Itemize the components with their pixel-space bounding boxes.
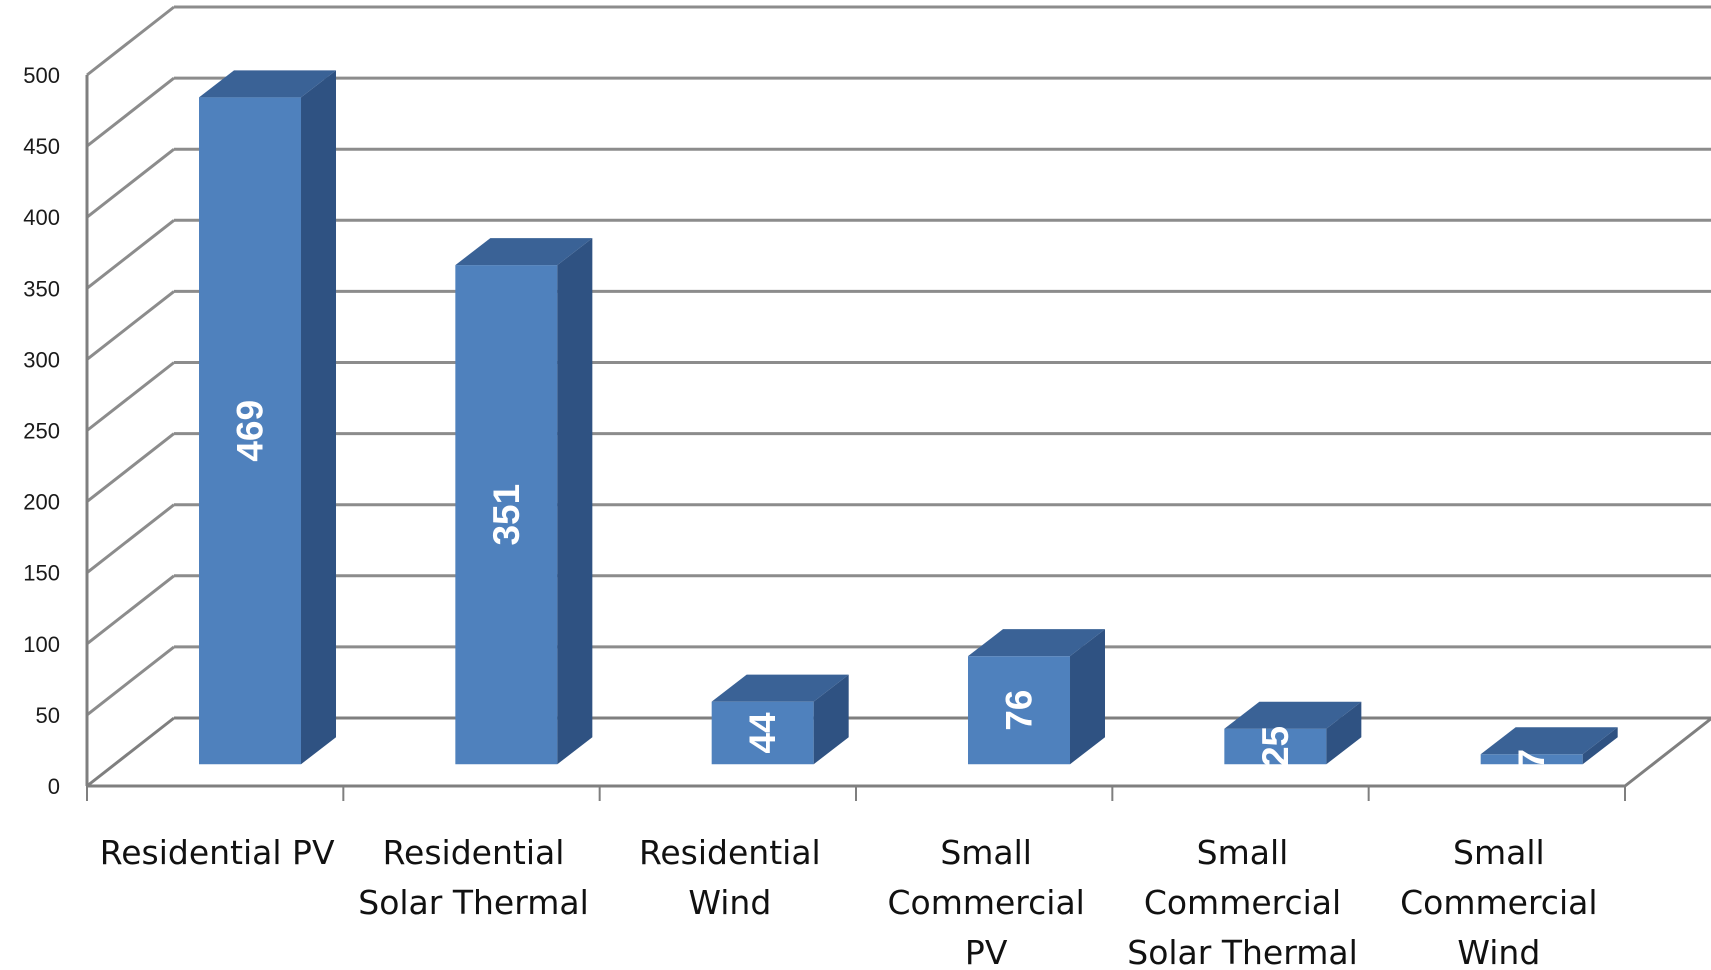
y-tick-label: 200 [23,490,60,515]
side-wall-gridline [86,503,175,574]
x-category-label: Small Commercial Solar Thermal [1127,833,1357,970]
x-category-label: Residential PV [100,833,335,872]
y-tick-label: 350 [23,276,60,301]
side-wall-gridline [86,5,175,77]
side-wall-gridline [86,219,175,290]
side-wall-gridline [86,76,175,148]
y-tick-label: 300 [23,347,60,372]
bar-side-1 [557,238,593,765]
x-category-label-line: Commercial [1144,883,1341,922]
bar-top-1 [455,238,593,266]
data-label: 469 [230,400,271,462]
y-tick-label: 500 [23,63,60,88]
bar-front-4 [1224,728,1327,765]
y-tick-label: 400 [23,205,60,230]
x-category-label-line: Solar Thermal [358,883,588,922]
bar-top-2 [711,674,849,702]
y-tick-label: 150 [23,561,60,586]
x-category-label: Residential Wind [639,833,821,922]
y-tick-label: 50 [36,703,60,728]
y-tick-label: 250 [23,419,60,444]
bar-front-0 [199,97,302,765]
floor-right-edge [1624,716,1711,788]
side-wall-gridline [86,716,175,788]
side-wall-gridline [86,432,175,503]
x-category-label-line: Residential [639,833,821,872]
side-wall-gridline [86,361,175,432]
bar-top-4 [1224,701,1362,729]
x-category-label-line: Small [1197,833,1289,872]
bar-front-2 [711,701,814,765]
bar-top-0 [199,70,337,98]
bar-side-2 [813,674,849,765]
x-category-label-line: Wind [688,883,771,922]
side-wall-gridline [86,574,175,645]
x-category-label-line: Commercial [1400,883,1597,922]
bar-side-4 [1326,701,1362,765]
x-category-label-line: Wind [1457,933,1540,970]
x-category-label: Small Commercial PV [887,833,1084,970]
x-category-label: Residential Solar Thermal [358,833,588,922]
bar-front-5 [1480,754,1583,765]
y-tick-label: 450 [23,134,60,159]
data-label: 76 [999,690,1040,731]
data-label: 7 [1511,749,1552,770]
bar-top-5 [1480,727,1618,755]
data-label: 25 [1255,726,1296,767]
bar-front-3 [968,656,1071,765]
bar-front-1 [455,265,558,765]
x-category-label-line: Residential PV [100,833,335,872]
y-tick-label: 100 [23,632,60,657]
x-category-label-line: Small [1453,833,1545,872]
bar-side-0 [301,70,337,765]
bar-top-3 [968,629,1106,657]
side-wall-gridline [86,290,175,361]
x-category-label-line: Residential [383,833,565,872]
y-tick-label: 0 [48,774,60,799]
x-category-label-line: Solar Thermal [1127,933,1357,970]
x-category-label-line: PV [965,933,1008,970]
side-wall-gridline [86,645,175,717]
side-wall-gridline [86,148,175,219]
x-category-label: Small Commercial Wind [1400,833,1597,970]
data-label: 351 [486,484,527,546]
x-category-label-line: Commercial [887,883,1084,922]
x-category-label-line: Small [940,833,1032,872]
data-label: 44 [742,712,783,754]
bar-side-5 [1582,727,1618,765]
bar-side-3 [1070,629,1106,765]
